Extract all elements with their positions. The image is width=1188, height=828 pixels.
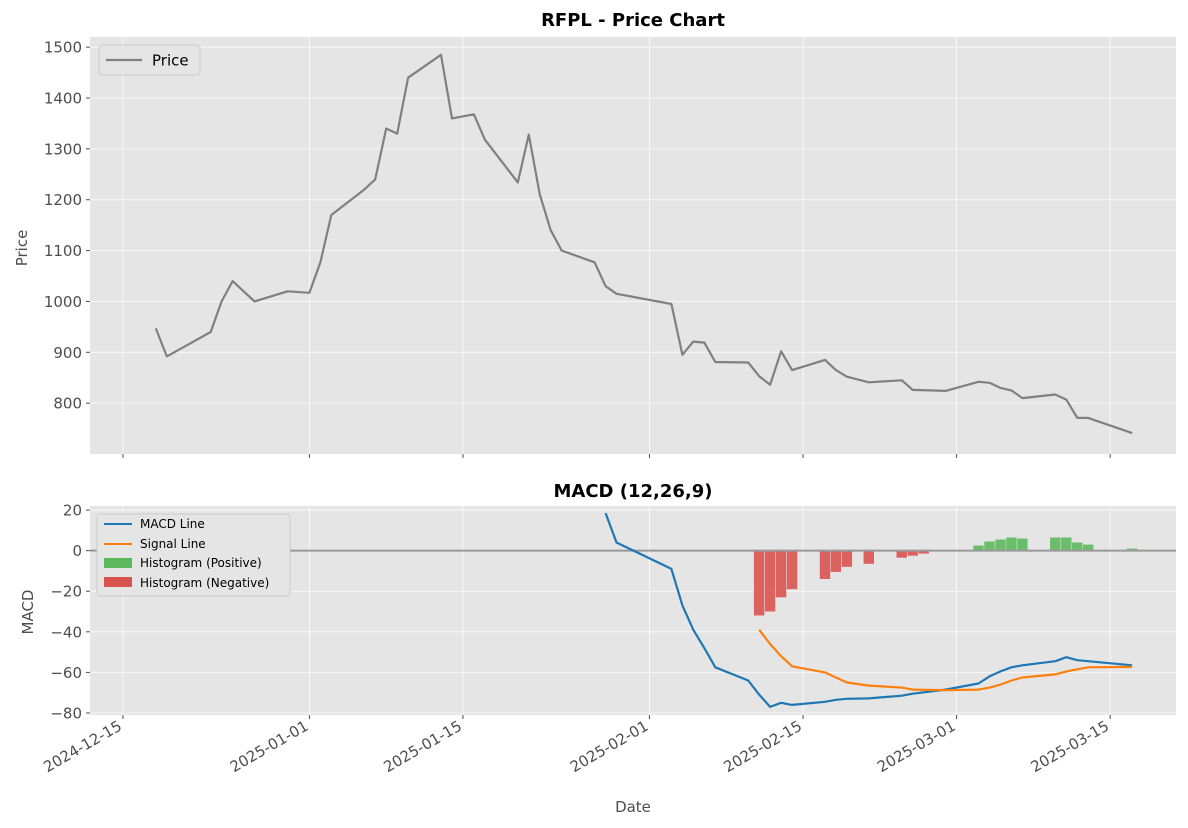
macd-legend: MACD Line Signal Line Histogram (Positiv… xyxy=(96,513,291,597)
histogram-bar-positive xyxy=(1017,538,1028,551)
macd-y-tick-label: 20 xyxy=(63,502,82,520)
macd-x-tick-label: 2025-03-01 xyxy=(874,717,959,776)
histogram-bar-positive xyxy=(1126,548,1138,551)
histogram-bar-negative xyxy=(764,550,776,612)
histogram-bar-negative xyxy=(841,550,853,567)
macd-panel: −80 −60 −40 −20 0 20 2024-12-15 2025-01-01 2025… xyxy=(19,481,1176,816)
x-axis-label: Date xyxy=(615,798,651,816)
price-y-axis-label: Price xyxy=(13,230,31,267)
macd-chart-title: MACD (12,26,9) xyxy=(553,481,712,502)
price-y-ticks: 800 900 1000 1100 1200 1300 1400 1500 xyxy=(44,39,90,413)
price-y-tick-label: 1400 xyxy=(44,90,82,108)
histogram-bar-negative xyxy=(753,550,765,616)
price-y-tick-label: 1100 xyxy=(44,242,82,260)
macd-line xyxy=(604,512,1133,709)
histogram-bar-negative xyxy=(819,550,831,579)
price-panel: 800 900 1000 1100 1200 1300 1400 1500 RFPL - Pr… xyxy=(13,10,1176,458)
macd-x-tick-label: 2025-02-15 xyxy=(721,717,806,776)
macd-y-tick-label: 0 xyxy=(72,542,82,560)
histogram-bar-positive xyxy=(1006,537,1017,551)
price-y-tick-label: 1200 xyxy=(44,191,82,209)
histogram-bar-positive xyxy=(995,539,1006,551)
macd-y-axis-label: MACD xyxy=(19,590,37,635)
macd-y-ticks: −80 −60 −40 −20 0 20 xyxy=(50,502,90,722)
macd-legend-swatch-positive xyxy=(104,558,132,568)
macd-x-tick-label: 2024-12-15 xyxy=(40,717,125,776)
macd-series xyxy=(604,512,1133,709)
macd-histogram xyxy=(753,537,1138,616)
histogram-bar-positive xyxy=(1072,542,1083,551)
price-chart-title: RFPL - Price Chart xyxy=(541,10,725,31)
macd-legend-swatch-negative xyxy=(104,577,132,587)
macd-x-tick-label: 2025-02-01 xyxy=(567,717,652,776)
histogram-bar-positive xyxy=(984,541,995,551)
macd-legend-label-signal: Signal Line xyxy=(140,537,206,551)
histogram-bar-positive xyxy=(1050,537,1061,551)
histogram-bar-negative xyxy=(918,550,929,554)
price-y-tick-label: 900 xyxy=(53,344,82,362)
macd-y-tick-label: −40 xyxy=(50,623,82,641)
price-y-tick-label: 1000 xyxy=(44,293,82,311)
price-y-tick-label: 1300 xyxy=(44,140,82,158)
macd-y-tick-label: −80 xyxy=(50,704,82,722)
price-y-tick-label: 800 xyxy=(53,395,82,413)
price-legend: Price xyxy=(98,44,201,76)
macd-x-tick-label: 2025-01-01 xyxy=(227,717,312,776)
histogram-bar-negative xyxy=(863,550,874,564)
price-y-tick-label: 1500 xyxy=(44,39,82,57)
histogram-bar-negative xyxy=(830,550,842,572)
histogram-bar-positive xyxy=(1061,537,1072,551)
histogram-bar-negative xyxy=(775,550,787,598)
histogram-bar-negative xyxy=(786,550,798,590)
price-legend-box xyxy=(98,44,201,76)
price-grid xyxy=(90,37,1176,454)
price-series xyxy=(154,53,1133,435)
macd-x-tick-label: 2025-01-15 xyxy=(380,717,465,776)
macd-y-tick-label: −60 xyxy=(50,664,82,682)
macd-legend-label-macd: MACD Line xyxy=(140,517,205,531)
macd-legend-label-positive: Histogram (Positive) xyxy=(140,556,262,570)
macd-y-tick-label: −20 xyxy=(50,583,82,601)
macd-legend-box xyxy=(96,513,291,597)
macd-x-ticks: 2024-12-15 2025-01-01 2025-01-15 2025-02-01… xyxy=(40,715,1112,776)
macd-x-tick-label: 2025-03-15 xyxy=(1028,717,1113,776)
histogram-bar-positive xyxy=(1083,544,1094,551)
price-x-ticks xyxy=(122,454,1111,458)
histogram-bar-negative xyxy=(896,550,907,558)
price-line xyxy=(154,53,1133,435)
histogram-bar-positive xyxy=(973,545,984,551)
price-legend-label: Price xyxy=(152,52,189,70)
signal-line xyxy=(758,629,1133,692)
histogram-bar-negative xyxy=(907,550,918,556)
macd-legend-label-negative: Histogram (Negative) xyxy=(140,576,269,590)
